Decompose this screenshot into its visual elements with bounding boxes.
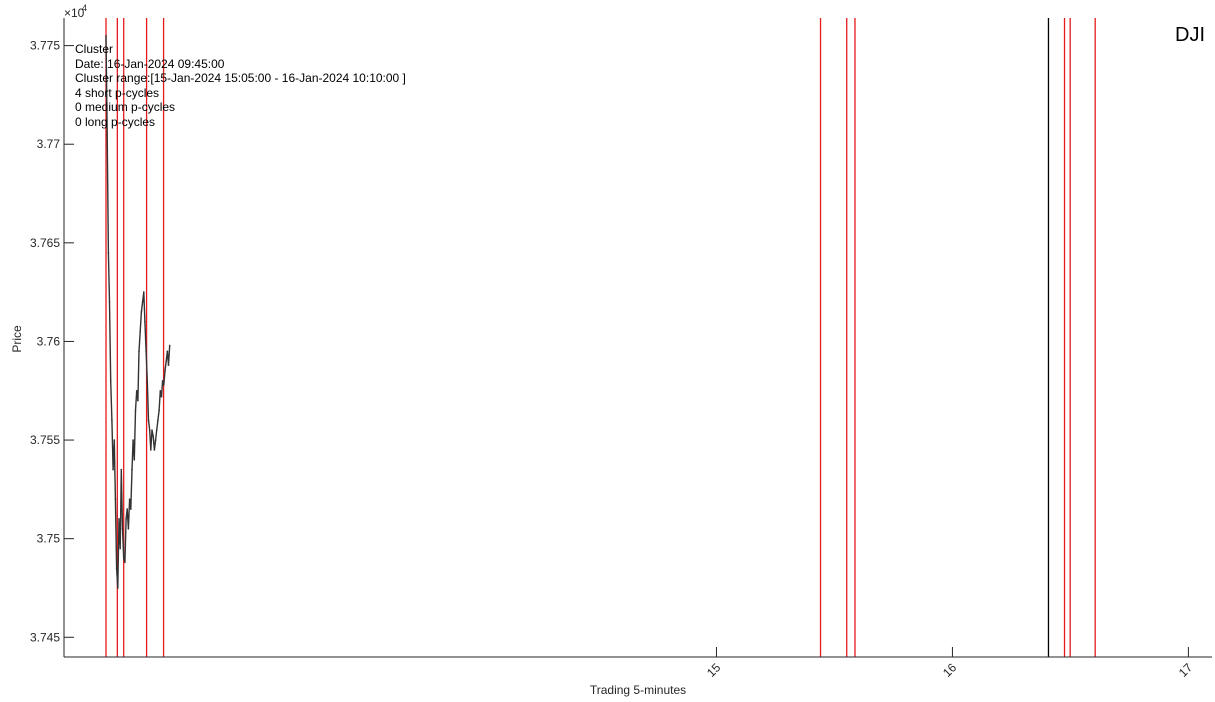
price-point xyxy=(127,528,130,530)
price-point xyxy=(157,419,159,422)
price-point xyxy=(159,390,162,392)
annotation-line: Date: 16-Jan-2024 09:45:00 xyxy=(75,57,225,71)
annotation-line: 0 long p-cycles xyxy=(75,115,155,129)
plot-background xyxy=(64,18,1212,657)
price-point xyxy=(151,429,153,432)
price-point xyxy=(125,518,127,520)
price-point xyxy=(106,133,108,136)
x-tick-label: 15 xyxy=(704,660,724,680)
y-exponent-label: ×10 xyxy=(64,6,85,20)
price-point xyxy=(163,384,165,386)
price-point xyxy=(130,508,132,510)
price-point xyxy=(122,557,125,560)
ticker-label: DJI xyxy=(1175,24,1205,46)
plot-area xyxy=(64,18,1212,657)
price-point xyxy=(109,380,112,382)
price-point xyxy=(118,518,120,520)
x-axis-label: Trading 5-minutes xyxy=(590,683,686,697)
annotation-line: Cluster xyxy=(75,42,113,56)
price-point xyxy=(145,350,147,353)
price-point xyxy=(164,370,166,372)
x-tick-label: 17 xyxy=(1176,660,1196,680)
price-point xyxy=(146,380,149,382)
price-point xyxy=(166,350,169,353)
price-point xyxy=(135,390,138,392)
price-point xyxy=(131,468,133,471)
price-point xyxy=(144,320,146,323)
y-exponent-power: 4 xyxy=(82,3,87,13)
price-point xyxy=(143,291,145,293)
price-point xyxy=(138,350,140,353)
y-axis-ticks: 3.745 3.75 3.755 3.76 3.765 3.77 3.775 xyxy=(30,39,74,644)
y-tick-label: 3.77 xyxy=(37,137,61,151)
price-point xyxy=(128,498,131,501)
annotation-line: 4 short p-cycles xyxy=(75,86,159,100)
axes xyxy=(63,18,1212,658)
y-tick-label: 3.765 xyxy=(30,236,60,250)
price-point xyxy=(167,364,170,366)
price-point xyxy=(140,311,143,313)
price-point xyxy=(115,567,118,570)
price-point xyxy=(105,35,107,37)
price-point xyxy=(121,528,124,530)
price-point xyxy=(114,498,117,501)
price-point xyxy=(152,435,154,437)
price-point xyxy=(133,459,136,461)
price-point xyxy=(168,344,171,347)
price-point xyxy=(154,439,157,441)
y-tick-label: 3.745 xyxy=(30,630,60,644)
price-point xyxy=(148,429,151,432)
y-axis-label: Price xyxy=(10,325,24,353)
y-tick-label: 3.755 xyxy=(30,433,60,447)
price-point xyxy=(117,587,119,589)
price-point xyxy=(139,330,141,333)
price-point xyxy=(112,468,114,471)
p-cycle-markers xyxy=(105,18,1096,657)
y-tick-label: 3.775 xyxy=(30,39,60,53)
price-point xyxy=(141,301,144,303)
price-point xyxy=(137,399,139,402)
price-point xyxy=(108,301,111,303)
price-point xyxy=(161,380,164,382)
price-point xyxy=(153,449,156,451)
price-series-layer xyxy=(105,35,171,589)
price-point xyxy=(107,251,110,254)
cluster-annotation: Cluster Date: 16-Jan-2024 09:45:00 Clust… xyxy=(75,42,406,129)
price-point xyxy=(111,419,113,422)
price-point xyxy=(165,360,167,363)
x-tick-label: 16 xyxy=(940,660,960,680)
price-point xyxy=(158,409,160,412)
price-point xyxy=(120,468,123,471)
annotation-line: Cluster range:[15-Jan-2024 15:05:00 - 16… xyxy=(75,71,406,85)
price-point xyxy=(119,547,121,550)
price-point xyxy=(124,561,126,564)
y-tick-label: 3.76 xyxy=(37,334,61,348)
price-point xyxy=(126,508,128,510)
price-point xyxy=(155,429,158,432)
annotation-line: 0 medium p-cycles xyxy=(75,100,175,114)
y-tick-label: 3.75 xyxy=(37,532,61,546)
price-point xyxy=(160,395,163,398)
price-point xyxy=(113,439,116,441)
price-point xyxy=(150,449,152,451)
price-point xyxy=(147,419,150,422)
price-point xyxy=(132,439,134,441)
price-point xyxy=(134,409,137,412)
